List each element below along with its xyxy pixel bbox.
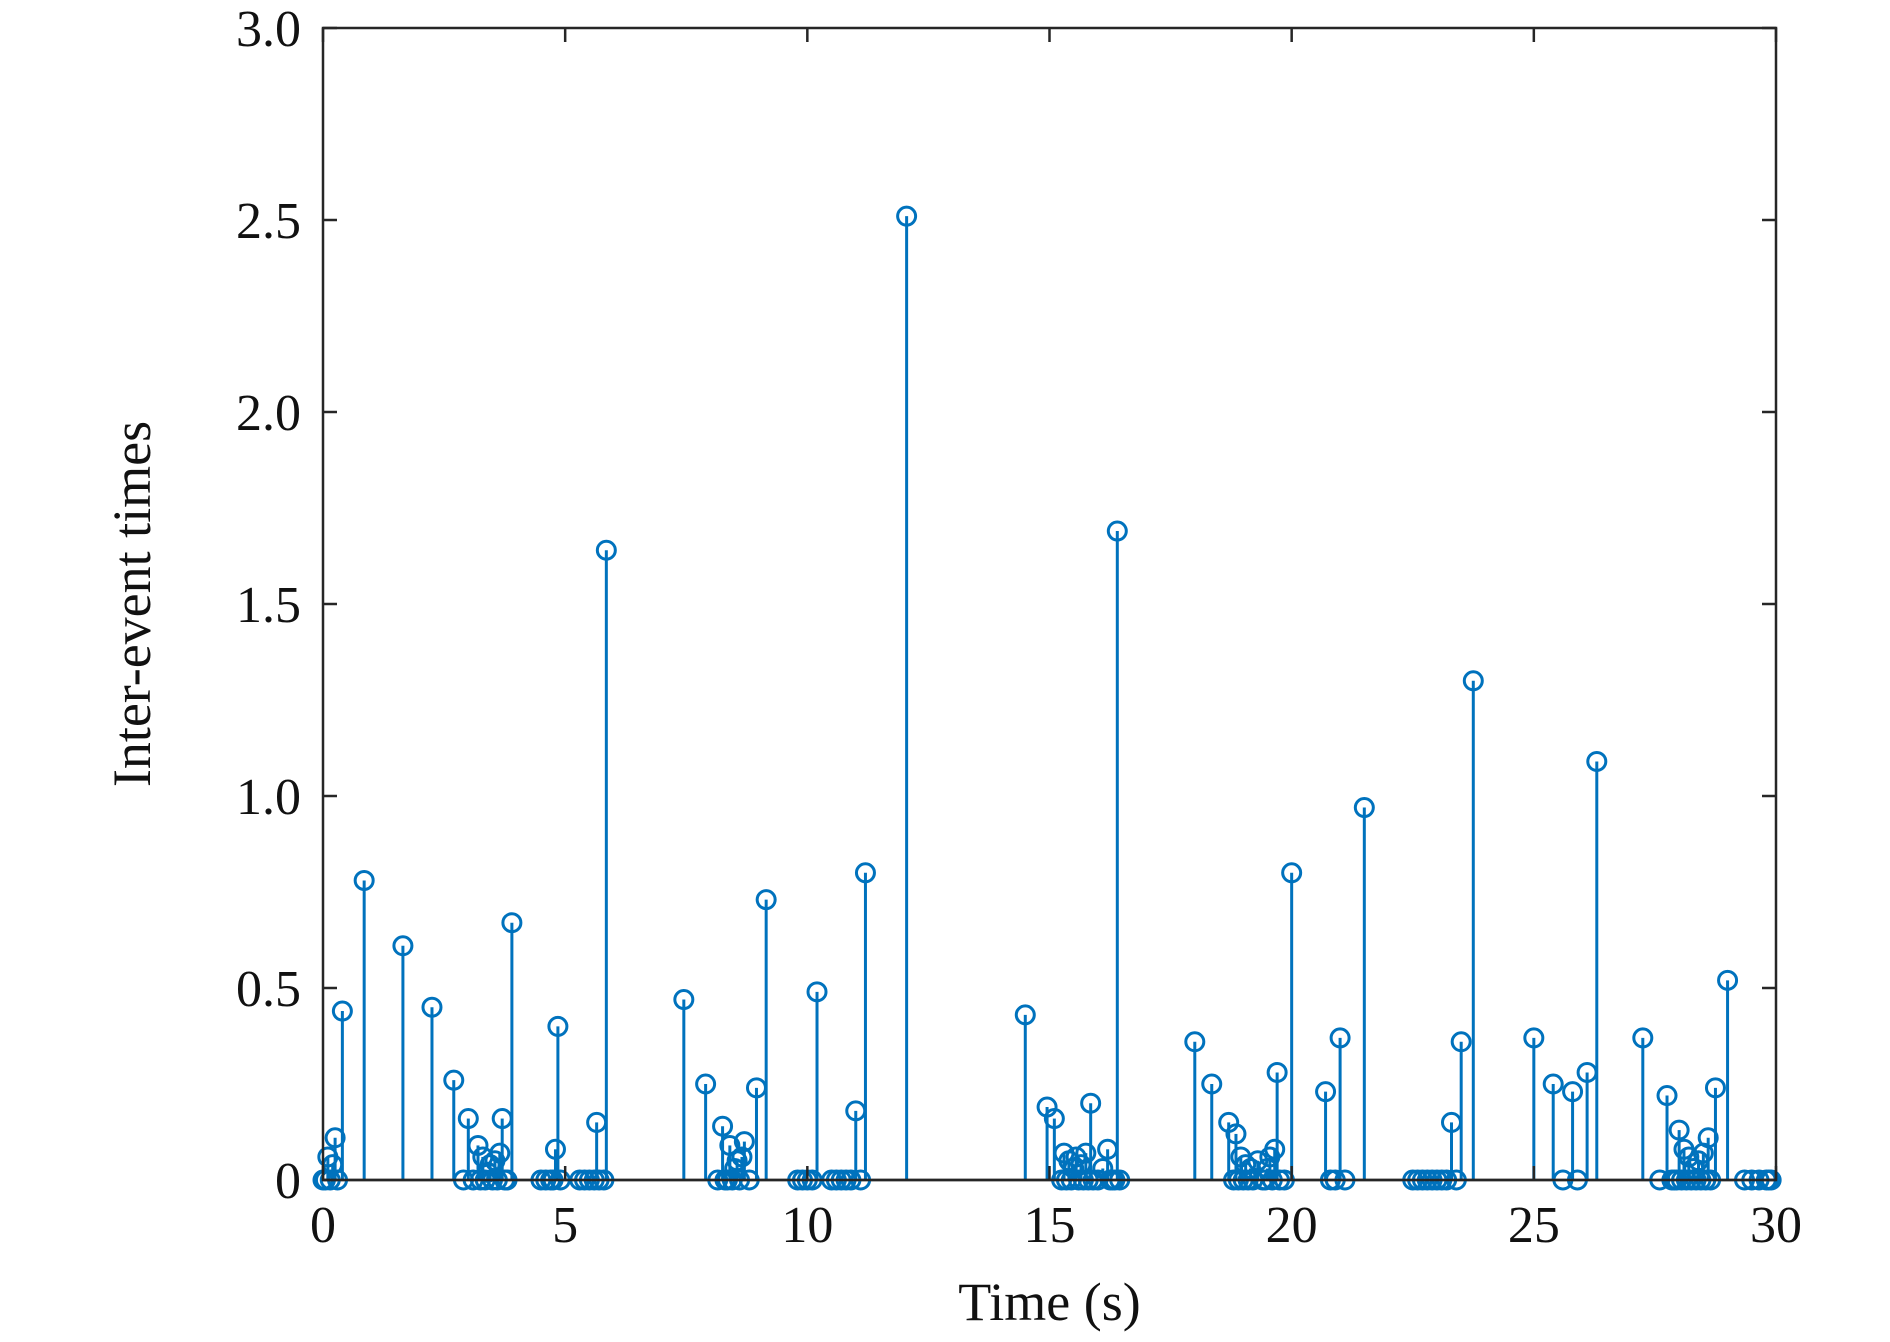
stem-marker: [421, 996, 443, 1018]
x-axis-label: Time (s): [958, 1272, 1141, 1332]
stem-marker: [1329, 1027, 1351, 1049]
stem-marker: [457, 1108, 479, 1130]
stem-marker: [1462, 670, 1484, 692]
stem-marker: [712, 1115, 734, 1137]
y-axis: 0 0.5 1.0 1.5 2.0 2.5 3.0: [236, 1, 1776, 1210]
stem-marker: [1440, 1111, 1462, 1133]
stem-marker: [1075, 1142, 1097, 1164]
stem-marker: [896, 205, 918, 227]
stem-marker: [1266, 1061, 1288, 1083]
stem-marker: [1450, 1031, 1472, 1053]
stem-markers: [312, 205, 1782, 1191]
stem-marker: [547, 1015, 569, 1037]
stem-marker: [1542, 1073, 1564, 1095]
y-tick-label: 2.0: [236, 385, 301, 442]
stem-marker: [324, 1127, 346, 1149]
stem-marker: [544, 1138, 566, 1160]
stem-marker: [1097, 1138, 1119, 1160]
stem-marker: [845, 1100, 867, 1122]
stem-marker: [745, 1077, 767, 1099]
plot-frame: [321, 26, 1778, 1182]
stem-marker: [491, 1108, 513, 1130]
stem-marker: [1014, 1004, 1036, 1026]
stem-marker: [1225, 1123, 1247, 1145]
stem-marker: [1576, 1061, 1598, 1083]
stem-marker: [489, 1142, 511, 1164]
y-axis-label: Inter-event times: [102, 421, 162, 787]
stem-marker: [1281, 862, 1303, 884]
stem-marker: [1717, 969, 1739, 991]
x-tick-label: 5: [552, 1197, 578, 1254]
stem-marker: [1080, 1092, 1102, 1114]
stem-marker: [331, 1000, 353, 1022]
stem-marker: [731, 1146, 753, 1168]
stem-marker: [1353, 797, 1375, 819]
stem-marker: [1315, 1081, 1337, 1103]
stem-marker: [595, 539, 617, 561]
x-tick-label: 10: [781, 1197, 833, 1254]
stem-series: [326, 216, 1730, 1180]
y-tick-label: 1.0: [236, 769, 301, 826]
x-tick-label: 25: [1508, 1197, 1560, 1254]
y-tick-label: 0: [275, 1153, 301, 1210]
stem-marker: [1106, 520, 1128, 542]
stem-marker: [586, 1111, 608, 1133]
stem-marker: [1678, 1146, 1700, 1168]
stem-marker: [1697, 1127, 1719, 1149]
stem-marker: [1668, 1119, 1690, 1141]
y-tick-label: 3.0: [236, 1, 301, 58]
stem-marker: [673, 989, 695, 1011]
stem-marker: [1562, 1081, 1584, 1103]
stem-marker: [806, 981, 828, 1003]
stem-marker: [392, 935, 414, 957]
stem-marker: [443, 1069, 465, 1091]
stem-marker: [1264, 1138, 1286, 1160]
stem-marker: [1656, 1085, 1678, 1107]
x-tick-label: 0: [310, 1197, 336, 1254]
stem-marker: [1184, 1031, 1206, 1053]
stem-marker: [1586, 750, 1608, 772]
stem-marker: [467, 1134, 489, 1156]
stem-marker: [1043, 1108, 1065, 1130]
stem-marker: [1632, 1027, 1654, 1049]
stem-marker: [695, 1073, 717, 1095]
stem-marker: [1201, 1073, 1223, 1095]
stem-marker: [1704, 1077, 1726, 1099]
stem-marker: [854, 862, 876, 884]
stem-marker: [733, 1131, 755, 1153]
x-tick-label: 15: [1024, 1197, 1076, 1254]
stem-marker: [501, 912, 523, 934]
y-tick-label: 0.5: [236, 961, 301, 1018]
stem-marker: [1523, 1027, 1545, 1049]
stem-marker: [1256, 1157, 1278, 1179]
stem-marker: [353, 869, 375, 891]
stem-marker: [755, 889, 777, 911]
x-tick-label: 30: [1750, 1197, 1802, 1254]
x-axis: 0 5 10 15 20 25 30: [310, 28, 1802, 1254]
y-tick-label: 2.5: [236, 193, 301, 250]
x-tick-label: 20: [1266, 1197, 1318, 1254]
y-tick-label: 1.5: [236, 577, 301, 634]
